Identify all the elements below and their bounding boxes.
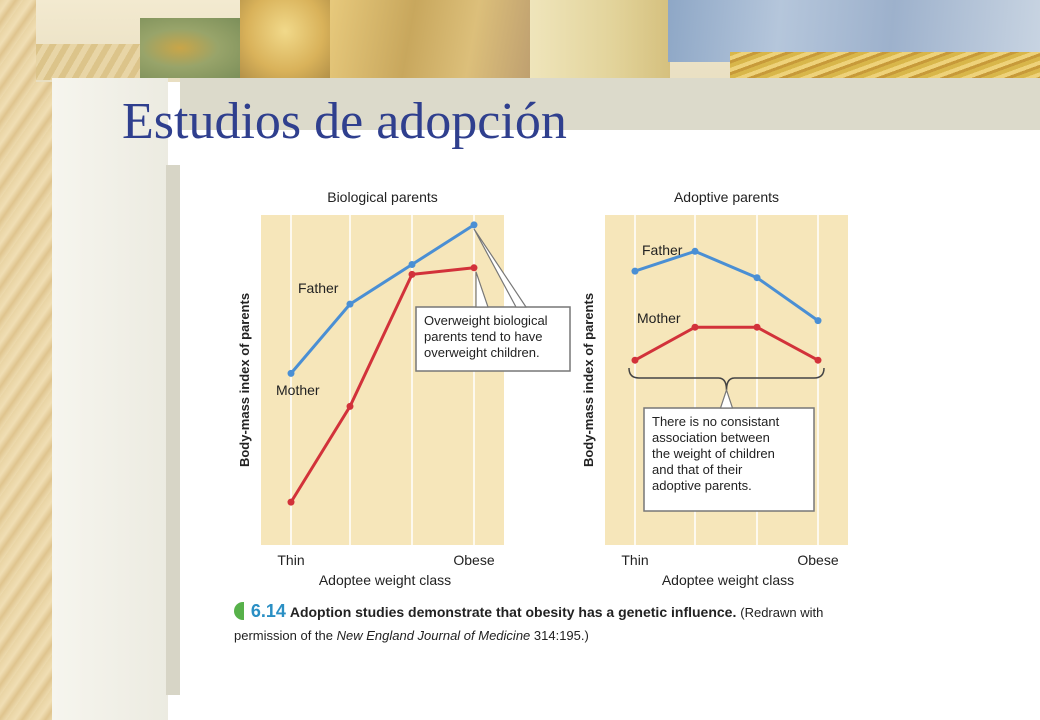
callout-pointer	[475, 271, 489, 308]
panel-shadow	[166, 165, 180, 695]
banner-leaf-image	[140, 18, 240, 78]
series-line-father	[634, 249, 819, 322]
x-axis-label: Adoptee weight class	[662, 572, 794, 588]
x-tick-label: Obese	[453, 552, 494, 568]
banner-grass-texture	[730, 52, 1040, 80]
series-line-mother	[634, 325, 819, 362]
data-point-mother	[753, 323, 761, 331]
banner-sand-texture	[36, 44, 156, 80]
x-tick-label: Thin	[277, 552, 304, 568]
slide-title: Estudios de adopción	[122, 93, 567, 150]
callout-pointer	[719, 388, 734, 409]
annotation-box	[415, 306, 571, 372]
caption-note-suffix: 314:195.)	[530, 628, 589, 643]
x-tick-label: Obese	[797, 552, 838, 568]
data-point-father	[814, 317, 822, 325]
series-label-mother: Mother	[637, 310, 681, 326]
chart-title: Biological parents	[327, 189, 438, 205]
data-point-father	[287, 369, 295, 377]
plot-background	[261, 215, 504, 545]
series-label-mother: Mother	[276, 382, 320, 398]
annotation-box	[643, 407, 815, 512]
data-point-mother	[346, 402, 354, 410]
series-line-mother	[289, 266, 475, 503]
callout-pointer	[473, 228, 528, 308]
figure-image: Biological parents Body-mass index of par…	[180, 165, 1040, 695]
data-point-mother	[408, 270, 416, 278]
data-point-father	[753, 274, 761, 282]
data-point-mother	[287, 498, 295, 506]
annotation-text: Overweight biological parents tend to hav…	[424, 313, 548, 360]
caption-marker-icon	[234, 602, 244, 620]
caption-number: 6.14	[250, 601, 286, 621]
left-side-panel	[52, 78, 168, 720]
caption-note-prefix: (Redrawn with permission of the	[234, 605, 824, 643]
data-point-father	[408, 261, 416, 268]
banner-blue-texture	[668, 0, 1040, 62]
annotation-text: There is no consistant association betwee…	[652, 414, 780, 493]
data-point-father	[631, 267, 639, 275]
caption-journal: New England Journal of Medicine	[336, 628, 531, 643]
caption-title: Adoption studies demonstrate that obesit…	[289, 604, 737, 620]
y-axis-label: Body-mass index of parents	[237, 293, 252, 467]
data-point-mother	[470, 264, 478, 272]
banner-leaf-image	[330, 0, 530, 78]
adoption-charts: Biological parents Body-mass index of par…	[237, 189, 848, 588]
chart-title: Adoptive parents	[674, 189, 779, 205]
data-point-mother	[631, 356, 639, 364]
banner-leaf-image	[240, 0, 330, 78]
title-bar	[180, 78, 1040, 130]
x-tick-label: Thin	[621, 552, 648, 568]
y-axis-label: Body-mass index of parents	[581, 293, 596, 467]
data-point-father	[470, 221, 478, 229]
data-point-mother	[814, 356, 822, 364]
figure-caption: 6.14 Adoption studies demonstrate that o…	[234, 600, 854, 647]
data-point-father	[691, 247, 699, 255]
banner-leaf-image	[530, 0, 670, 78]
data-point-father	[346, 300, 354, 308]
data-point-mother	[691, 323, 699, 331]
x-axis-label: Adoptee weight class	[319, 572, 451, 588]
series-label-father: Father	[298, 280, 339, 296]
series-line-father	[289, 223, 475, 375]
parchment-background	[0, 0, 52, 720]
series-label-father: Father	[642, 242, 683, 258]
